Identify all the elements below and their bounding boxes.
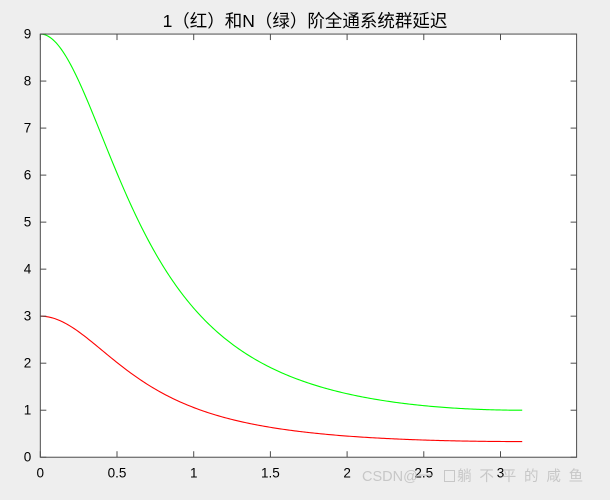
svg-text:0: 0 [24,450,32,465]
svg-text:1: 1 [190,466,198,481]
svg-text:8: 8 [24,74,32,89]
svg-text:9: 9 [24,27,32,42]
svg-text:2: 2 [343,466,351,481]
svg-text:3: 3 [24,309,32,324]
svg-text:0.5: 0.5 [108,466,127,481]
svg-text:6: 6 [24,168,32,183]
svg-text:7: 7 [24,121,32,136]
svg-text:0: 0 [37,466,45,481]
svg-text:4: 4 [24,262,32,277]
svg-text:1: 1 [24,403,32,418]
svg-text:1.5: 1.5 [261,466,280,481]
svg-text:5: 5 [24,215,32,230]
svg-text:2: 2 [24,356,32,371]
